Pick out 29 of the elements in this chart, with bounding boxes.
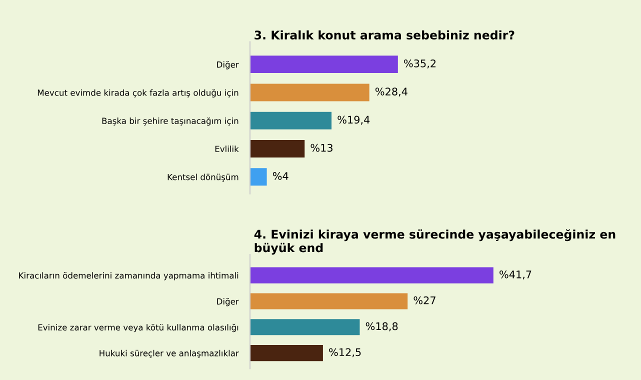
data-label: %35,2 [404, 59, 436, 68]
data-label: %13 [310, 144, 332, 152]
data-label: %19,4 [338, 116, 370, 125]
y-tick-label: Diğer [217, 298, 239, 306]
bar [250, 345, 323, 362]
bar [250, 267, 494, 284]
data-label: %12,5 [329, 348, 361, 358]
y-tick-label: Evlilik [215, 146, 239, 152]
y-tick-label: Kentsel dönüşüm [168, 174, 238, 182]
y-tick-label: Hukuki süreçler ve anlaşmazlıklar [100, 350, 239, 358]
data-label: %18,8 [366, 322, 398, 332]
y-tick-label: Evinize zarar verme veya kötü kullanma olasılığı [38, 324, 238, 332]
bar [250, 168, 267, 186]
y-tick-label: Başka bir şehire taşınacağım için [102, 117, 238, 126]
bar [250, 84, 370, 102]
data-label: %41,7 [500, 270, 532, 280]
y-tick-label: Diğer [217, 61, 239, 70]
chart-title: 4. Evinizi kiraya verme sürecinde yaşayabileceğiniz en büyük end [254, 229, 616, 255]
data-label: %28,4 [375, 88, 408, 97]
bar [250, 293, 408, 310]
y-tick-label: Kiracıların ödemelerini zamanında yapmama ihtimali [19, 272, 238, 280]
data-label: %27 [414, 296, 436, 304]
data-label: %4 [272, 172, 288, 180]
y-tick-label: Mevcut evimde kirada çok fazla artış olduğu için [38, 89, 238, 98]
bar [250, 112, 332, 130]
chart-title: 3. Kiralık konut arama sebebiniz nedir? [254, 30, 514, 40]
bar [250, 140, 305, 158]
bar [250, 319, 360, 336]
bar [250, 56, 398, 74]
